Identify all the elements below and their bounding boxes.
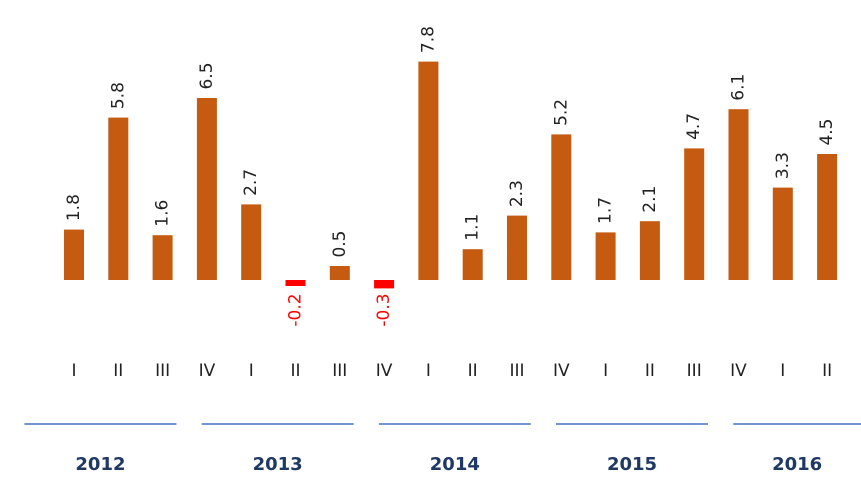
value-label: 6.1: [729, 74, 749, 101]
x-tick-label: I: [426, 361, 431, 381]
bar: [285, 280, 306, 286]
x-tick-label: IV: [199, 361, 216, 381]
year-label: 2013: [253, 454, 303, 475]
x-tick-label: III: [687, 361, 702, 381]
x-tick-label: IV: [730, 361, 747, 381]
value-label: -0.3: [374, 293, 394, 326]
bar: [595, 232, 616, 280]
value-label: 2.3: [507, 180, 527, 207]
x-tick-label: II: [113, 361, 123, 381]
x-tick-label: III: [155, 361, 170, 381]
x-tick-label: III: [332, 361, 347, 381]
year-label: 2014: [430, 454, 480, 475]
bar: [684, 148, 705, 280]
year-label: 2015: [607, 454, 657, 475]
bar: [772, 187, 793, 280]
value-label: 7.8: [418, 26, 438, 53]
value-label: 1.6: [153, 200, 173, 227]
x-tick-label: II: [468, 361, 478, 381]
value-label: 6.5: [197, 62, 217, 89]
value-label: 1.1: [463, 214, 483, 241]
value-label: 4.7: [684, 113, 704, 140]
bar: [329, 266, 350, 280]
bar: [374, 280, 395, 289]
x-tick-label: I: [603, 361, 608, 381]
value-label: -0.2: [286, 293, 306, 326]
value-label: 2.1: [640, 186, 660, 213]
x-tick-label: II: [290, 361, 300, 381]
bar: [108, 117, 129, 280]
x-tick-label: III: [509, 361, 524, 381]
x-tick-label: IV: [553, 361, 570, 381]
bar: [196, 98, 217, 280]
x-tick-label: I: [249, 361, 254, 381]
year-label: 2012: [75, 454, 125, 475]
x-tick-label: IV: [376, 361, 393, 381]
x-tick-label: I: [780, 361, 785, 381]
value-label: 4.5: [817, 118, 837, 145]
value-label: 1.7: [596, 197, 616, 224]
x-tick-label: I: [71, 361, 76, 381]
value-label: 0.5: [330, 230, 350, 257]
value-label: 2.7: [241, 169, 261, 196]
bar: [152, 235, 173, 280]
value-label: 5.8: [108, 82, 128, 109]
bar: [728, 109, 749, 280]
year-label: 2016: [772, 454, 822, 475]
value-label: 3.3: [773, 152, 793, 179]
x-tick-label: II: [822, 361, 832, 381]
bar: [241, 204, 262, 280]
bar: [507, 215, 527, 280]
bar: [639, 221, 660, 280]
bar: [64, 229, 84, 280]
bar: [418, 61, 439, 280]
bar: [551, 134, 572, 280]
x-tick-label: II: [645, 361, 655, 381]
bar: [462, 249, 483, 280]
value-label: 1.8: [64, 194, 84, 221]
value-label: 5.2: [551, 99, 571, 126]
bar: [817, 154, 838, 280]
